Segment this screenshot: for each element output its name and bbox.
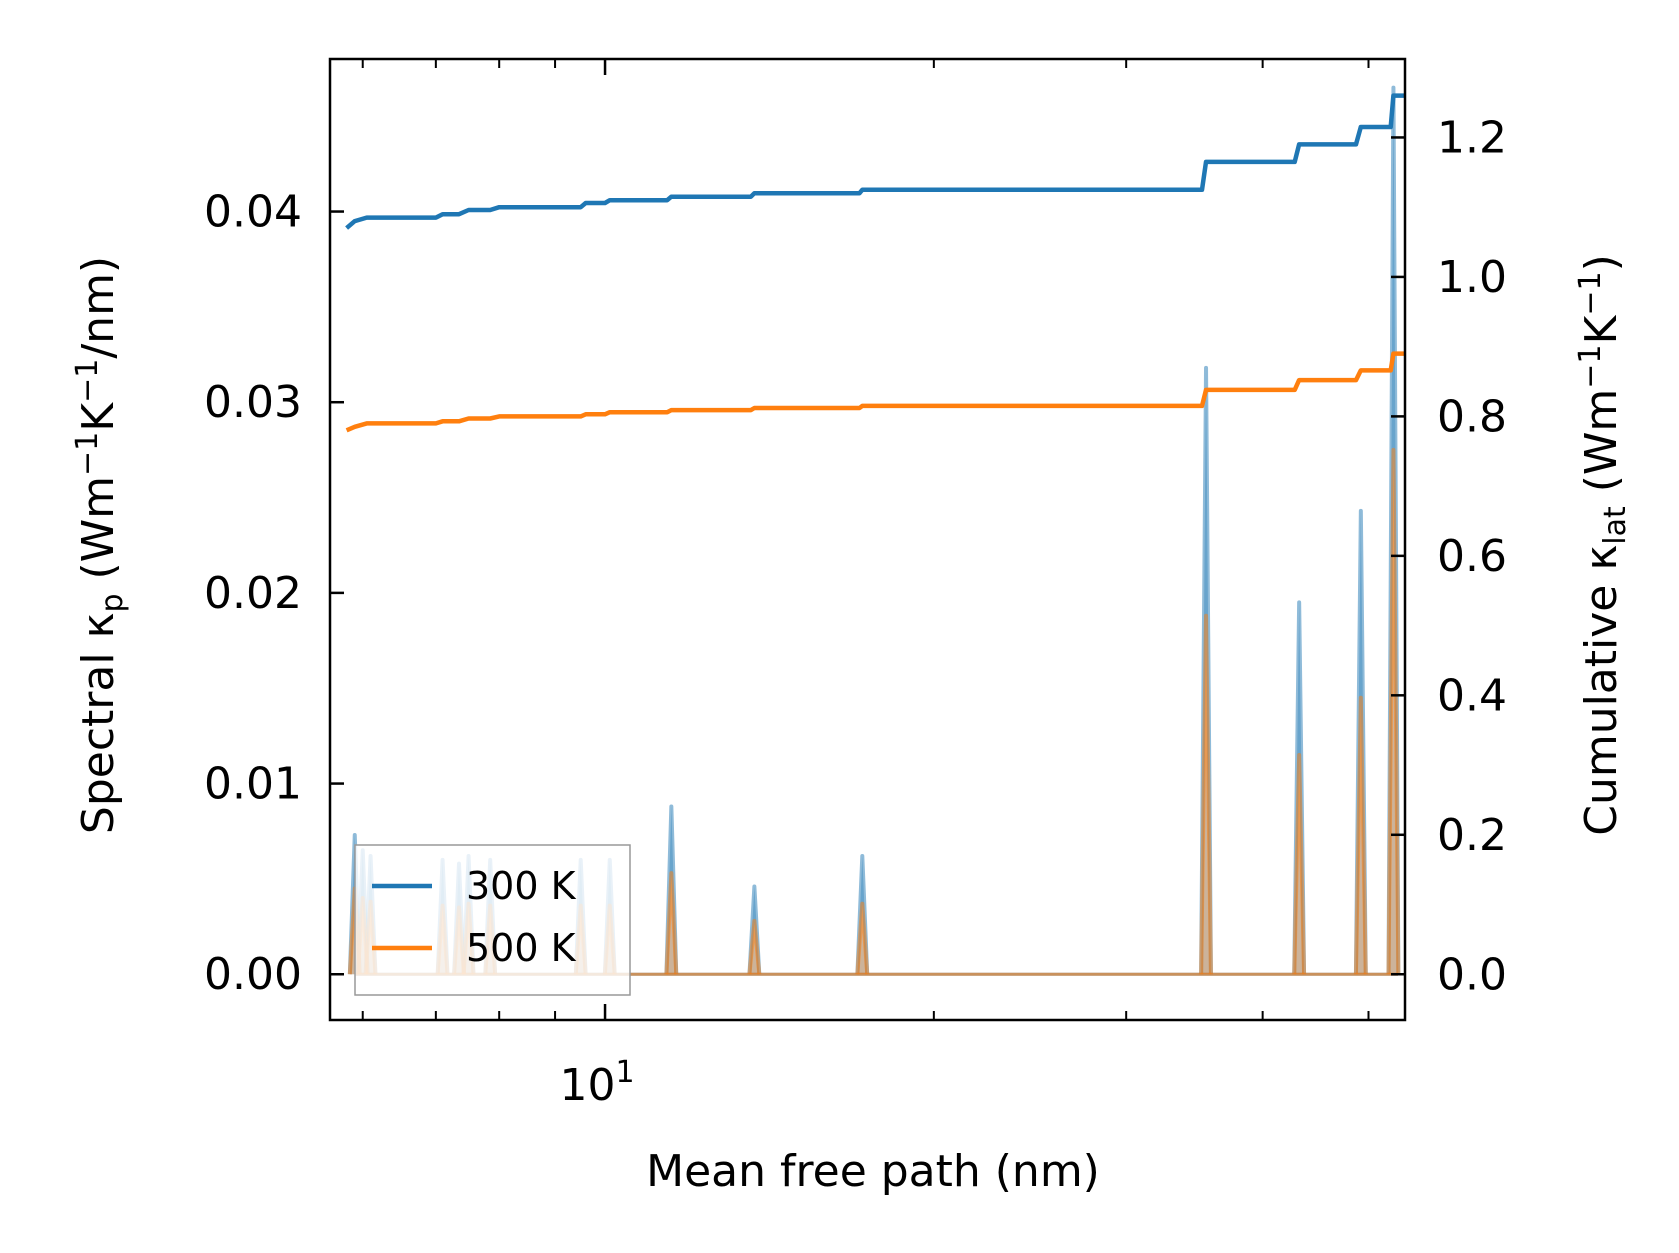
left-y-tick-label: 0.00 [204,949,302,1000]
cumulative-series-layer [345,93,1405,433]
ticks-layer: 0.00 0.01 0.02 0.03 0.04 0.0 0.2 0.4 0.6 0.8 1.0 1.… [204,59,1507,1111]
x-tick-label: 101 [559,1055,634,1111]
x-axis-title: Mean free path (nm) [646,1146,1100,1197]
plot-frame [328,57,1407,1022]
spectral-peak-line [1292,752,1307,975]
spectral-peak-line [855,901,870,975]
legend-label: 500 K [466,926,577,970]
right-y-tick-label: 0.2 [1437,810,1507,861]
left-y-axis-title: Spectral κp (Wm−1K−1/nm) [70,256,130,834]
cumulative-line-300k [345,93,1405,230]
left-y-tick-label: 0.03 [204,377,302,428]
right-y-tick-label: 0.8 [1437,391,1507,442]
right-y-tick-label: 0.0 [1437,949,1507,1000]
spectral-peak-line [747,918,762,975]
right-y-axis-title: Cumulative κlat (Wm−1K−1) [1573,254,1633,836]
left-y-tick-label: 0.01 [204,759,302,810]
legend: 300 K 500 K [354,844,631,996]
left-y-tick-label: 0.02 [204,568,302,619]
spectral-peak-line [1386,447,1401,975]
legend-label: 300 K [466,864,577,908]
cumulative-line-500k [345,351,1405,433]
right-y-tick-label: 0.4 [1437,670,1507,721]
spectral-peak-line [1353,695,1368,975]
right-y-tick-label: 0.6 [1437,531,1507,582]
spectral-peak-line [1199,613,1213,975]
left-y-tick-label: 0.04 [204,187,302,238]
legend-box [354,844,631,996]
spectral-peak-line [664,871,679,975]
right-y-tick-label: 1.2 [1437,112,1507,163]
right-y-tick-label: 1.0 [1437,252,1507,303]
